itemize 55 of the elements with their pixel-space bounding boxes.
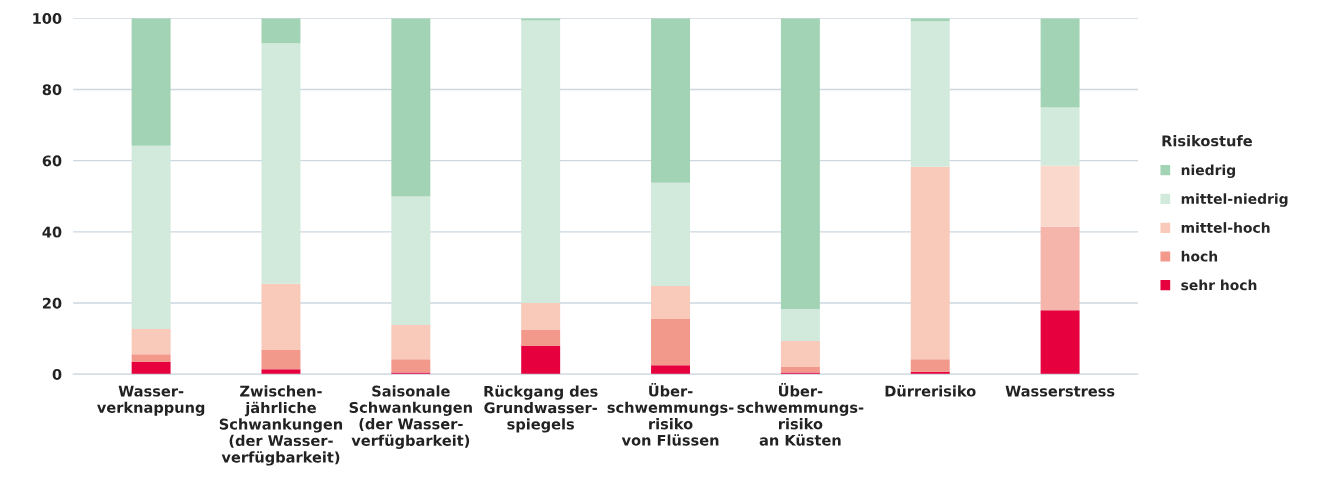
bar — [131, 362, 171, 375]
bar — [391, 325, 431, 360]
bar — [521, 303, 561, 331]
bar — [780, 18, 820, 310]
bar — [651, 319, 691, 366]
y-tick-label: 20 — [42, 297, 62, 309]
x-tick-label: Wasser- verknappung — [97, 385, 205, 416]
x-tick-label: Wasserstress — [1005, 385, 1115, 397]
bar — [651, 365, 691, 375]
bar — [391, 18, 431, 197]
y-tick-label: 40 — [42, 226, 62, 238]
legend-label: niedrig — [1181, 164, 1235, 179]
y-tick-label: 100 — [33, 12, 62, 25]
bar — [131, 354, 171, 363]
bar — [261, 283, 301, 351]
y-tick-label: 0 — [52, 368, 62, 380]
bar — [391, 196, 431, 326]
bar — [1040, 18, 1080, 108]
x-tick-label: Über- schwemmungs- risiko von Flüssen — [607, 382, 734, 446]
bar — [910, 359, 950, 372]
legend-label: sehr hoch — [1181, 279, 1257, 291]
legend-label: hoch — [1181, 250, 1218, 262]
legend-label: mittel-hoch — [1181, 222, 1270, 233]
bar — [131, 145, 171, 330]
x-tick-label: Saisonale Schwankungen (der Wasser- verfügbarkeit) — [349, 385, 472, 449]
bar — [910, 21, 950, 167]
x-tick-label: Zwischen- jährliche Schwankungen (der Wasser- verfügbarkeit) — [219, 385, 343, 466]
bar — [131, 329, 171, 355]
bar — [780, 367, 820, 373]
bar — [521, 346, 561, 375]
legend-title: Risikostufe — [1162, 135, 1252, 147]
bar — [1040, 226, 1080, 311]
bar — [1040, 107, 1080, 166]
y-tick-label: 80 — [42, 84, 62, 96]
bar — [261, 18, 301, 44]
bar — [651, 285, 691, 320]
x-tick-label: Rückgang des Grundwasser- spiegels — [484, 385, 598, 433]
bar — [780, 309, 820, 342]
bar — [910, 166, 950, 360]
legend-label: mittel-niedrig — [1181, 193, 1288, 207]
bar — [261, 369, 301, 375]
bar — [391, 359, 431, 373]
bar — [261, 43, 301, 284]
bar — [261, 350, 301, 370]
bar — [651, 182, 691, 286]
bar — [651, 18, 691, 183]
y-tick-label: 60 — [42, 155, 62, 167]
bar — [521, 330, 561, 347]
bar — [1040, 165, 1080, 227]
bar — [780, 341, 820, 368]
x-tick-label: Über- schwemmungs- risiko an Küsten — [737, 382, 864, 446]
bar — [521, 20, 561, 304]
bar — [1040, 310, 1080, 375]
x-tick-label: Dürrerisiko — [885, 385, 976, 397]
bar — [131, 18, 171, 146]
